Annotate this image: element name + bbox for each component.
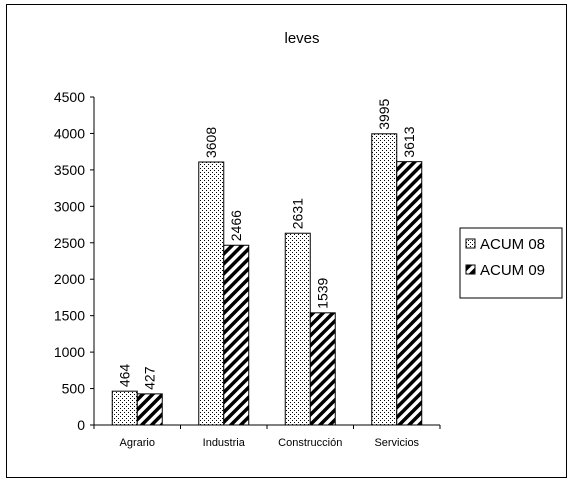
bar-acum-09 — [223, 244, 250, 426]
legend-swatch — [465, 238, 476, 249]
bar-acum-09 — [136, 393, 163, 426]
bar-acum-08 — [284, 232, 311, 426]
y-tick-label: 4500 — [54, 89, 85, 105]
x-tick-label: Servicios — [374, 437, 419, 449]
y-tick-label: 2000 — [54, 271, 85, 287]
y-axis: 0 500 1000 1500 2000 2500 3000 3500 4000 4500 — [54, 89, 95, 433]
y-tick-label: 1000 — [54, 344, 85, 360]
bar-acum-08 — [198, 161, 225, 426]
x-tick-label: Industria — [203, 437, 246, 449]
bar-acum-08 — [371, 133, 398, 426]
y-tick-label: 2500 — [54, 235, 85, 251]
data-label: 3613 — [401, 126, 417, 157]
data-label: 464 — [117, 364, 133, 388]
data-label: 2631 — [290, 198, 306, 229]
legend-label: ACUM 08 — [480, 236, 545, 253]
y-tick-label: 3000 — [54, 198, 85, 214]
x-axis: Agrario Industria Construcción Servicios — [93, 424, 441, 449]
legend-label: ACUM 09 — [480, 262, 545, 279]
y-tick-label: 0 — [77, 417, 85, 433]
y-tick-label: 3500 — [54, 162, 85, 178]
x-tick-label: Agrario — [120, 437, 155, 449]
bars — [111, 133, 423, 426]
bar-acum-08 — [111, 390, 138, 426]
x-tick-label: Construcción — [278, 437, 342, 449]
legend: ACUM 08 ACUM 09 — [459, 227, 563, 299]
data-label: 3608 — [203, 127, 219, 158]
data-label: 427 — [142, 366, 158, 390]
y-tick-label: 4000 — [54, 125, 85, 141]
data-label: 1539 — [315, 277, 331, 308]
bar-acum-09 — [396, 161, 423, 426]
y-tick-label: 1500 — [54, 308, 85, 324]
chart-title: leves — [284, 30, 319, 47]
legend-swatch — [465, 264, 476, 275]
y-tick-label: 500 — [62, 381, 86, 397]
legend-frame — [459, 227, 563, 299]
data-label: 2466 — [228, 210, 244, 241]
bar-acum-09 — [309, 312, 336, 426]
data-labels: 464 427 3608 2466 2631 1539 3995 3613 — [117, 98, 418, 389]
data-label: 3995 — [376, 98, 392, 129]
